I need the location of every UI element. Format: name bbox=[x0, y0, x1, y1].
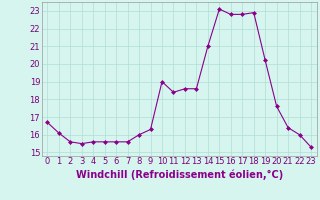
X-axis label: Windchill (Refroidissement éolien,°C): Windchill (Refroidissement éolien,°C) bbox=[76, 169, 283, 180]
